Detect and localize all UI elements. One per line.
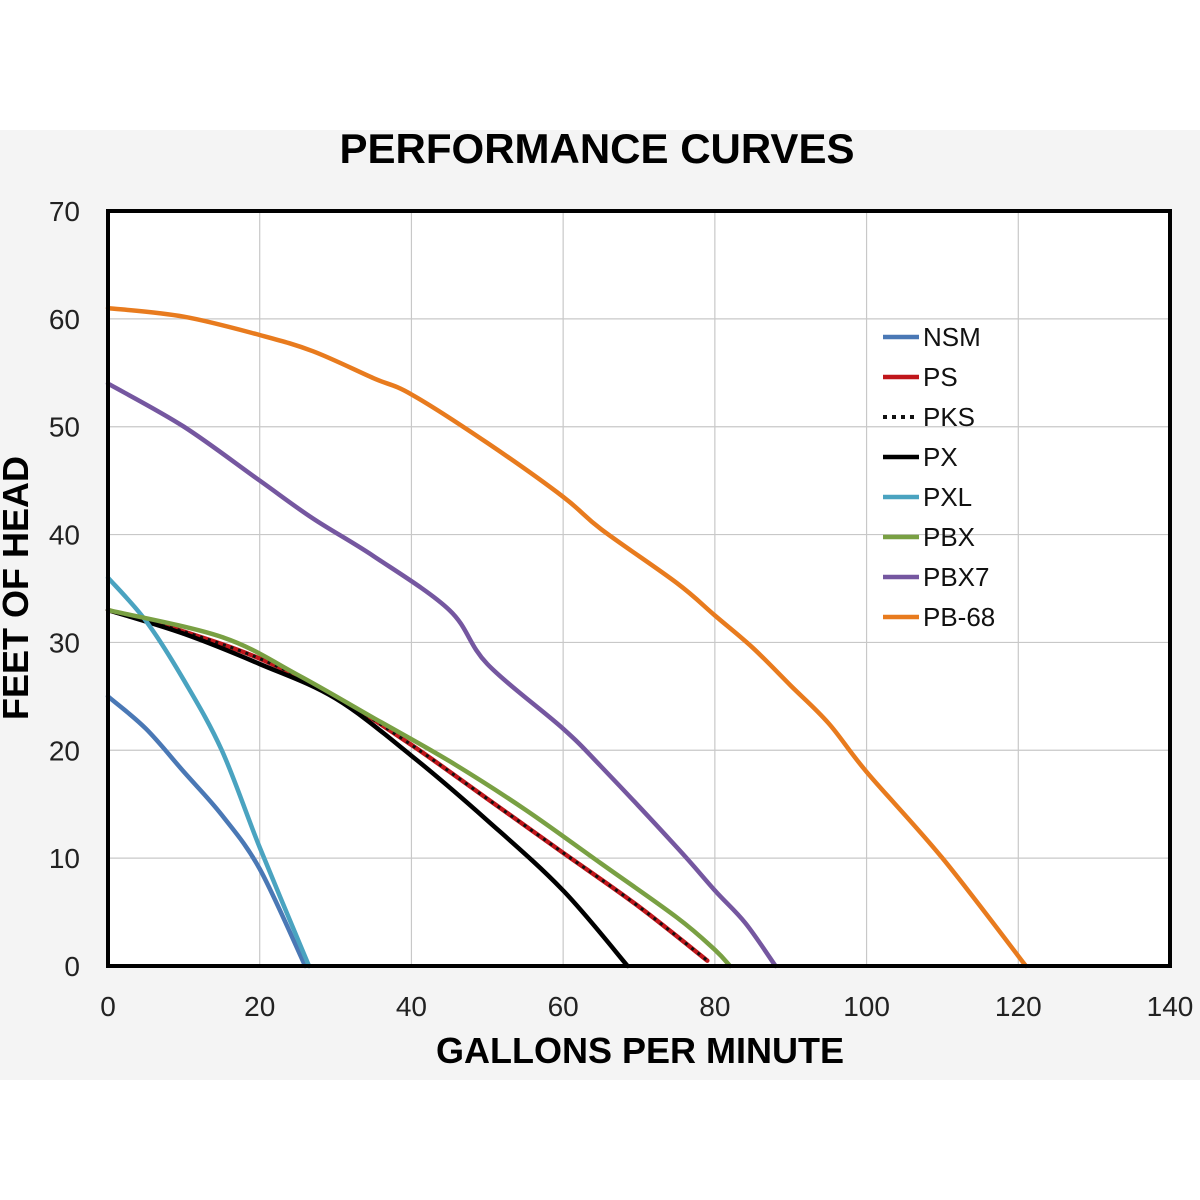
chart-panel: PERFORMANCE CURVES 0 20 40 60 80 100 120 140 0 10… <box>0 130 1200 1080</box>
y-axis-label: FEET OF HEAD <box>0 456 36 720</box>
x-tick-label: 20 <box>244 991 275 1022</box>
legend-label-pks: PKS <box>923 402 975 432</box>
y-tick-label: 60 <box>49 304 80 335</box>
legend-label-pbx7: PBX7 <box>923 562 990 592</box>
legend-label-pbx: PBX <box>923 522 975 552</box>
y-tick-label: 70 <box>49 196 80 227</box>
x-tick-label: 60 <box>548 991 579 1022</box>
legend-label-pb-68: PB-68 <box>923 602 995 632</box>
plot-background <box>108 211 1170 966</box>
y-tick-label: 30 <box>49 627 80 658</box>
performance-chart: PERFORMANCE CURVES 0 20 40 60 80 100 120 140 0 10… <box>0 130 1194 1071</box>
x-tick-label: 120 <box>995 991 1042 1022</box>
x-axis-label: GALLONS PER MINUTE <box>436 1030 844 1071</box>
series-line-pbx7 <box>105 381 778 969</box>
x-tick-label: 0 <box>100 991 116 1022</box>
legend-label-nsm: NSM <box>923 322 981 352</box>
grid-lines <box>107 210 1171 967</box>
legend-label-ps: PS <box>923 362 958 392</box>
legend: NSM PS PKS PX PXL PBX PBX7 PB-68 <box>883 322 995 632</box>
plot-area-border <box>106 209 1172 968</box>
y-tick-label: 20 <box>49 735 80 766</box>
series-line-nsm <box>105 694 308 969</box>
series-lines <box>105 305 1029 969</box>
y-tick-label: 0 <box>64 951 80 982</box>
y-tick-label: 10 <box>49 843 80 874</box>
x-tick-label: 40 <box>396 991 427 1022</box>
tick-labels: 0 20 40 60 80 100 120 140 0 10 20 30 40 50 60 70 <box>49 196 1194 1022</box>
y-tick-label: 50 <box>49 412 80 443</box>
legend-label-pxl: PXL <box>923 482 972 512</box>
x-tick-label: 80 <box>699 991 730 1022</box>
series-line-pbx <box>105 607 733 969</box>
series-line-pxl <box>105 575 312 969</box>
series-line-px <box>105 607 630 969</box>
x-tick-label: 100 <box>843 991 890 1022</box>
series-line-pb-68 <box>105 305 1029 969</box>
chart-title: PERFORMANCE CURVES <box>340 130 855 172</box>
y-tick-label: 40 <box>49 520 80 551</box>
legend-label-px: PX <box>923 442 958 472</box>
series-line-ps <box>105 607 710 963</box>
x-tick-label: 140 <box>1147 991 1194 1022</box>
